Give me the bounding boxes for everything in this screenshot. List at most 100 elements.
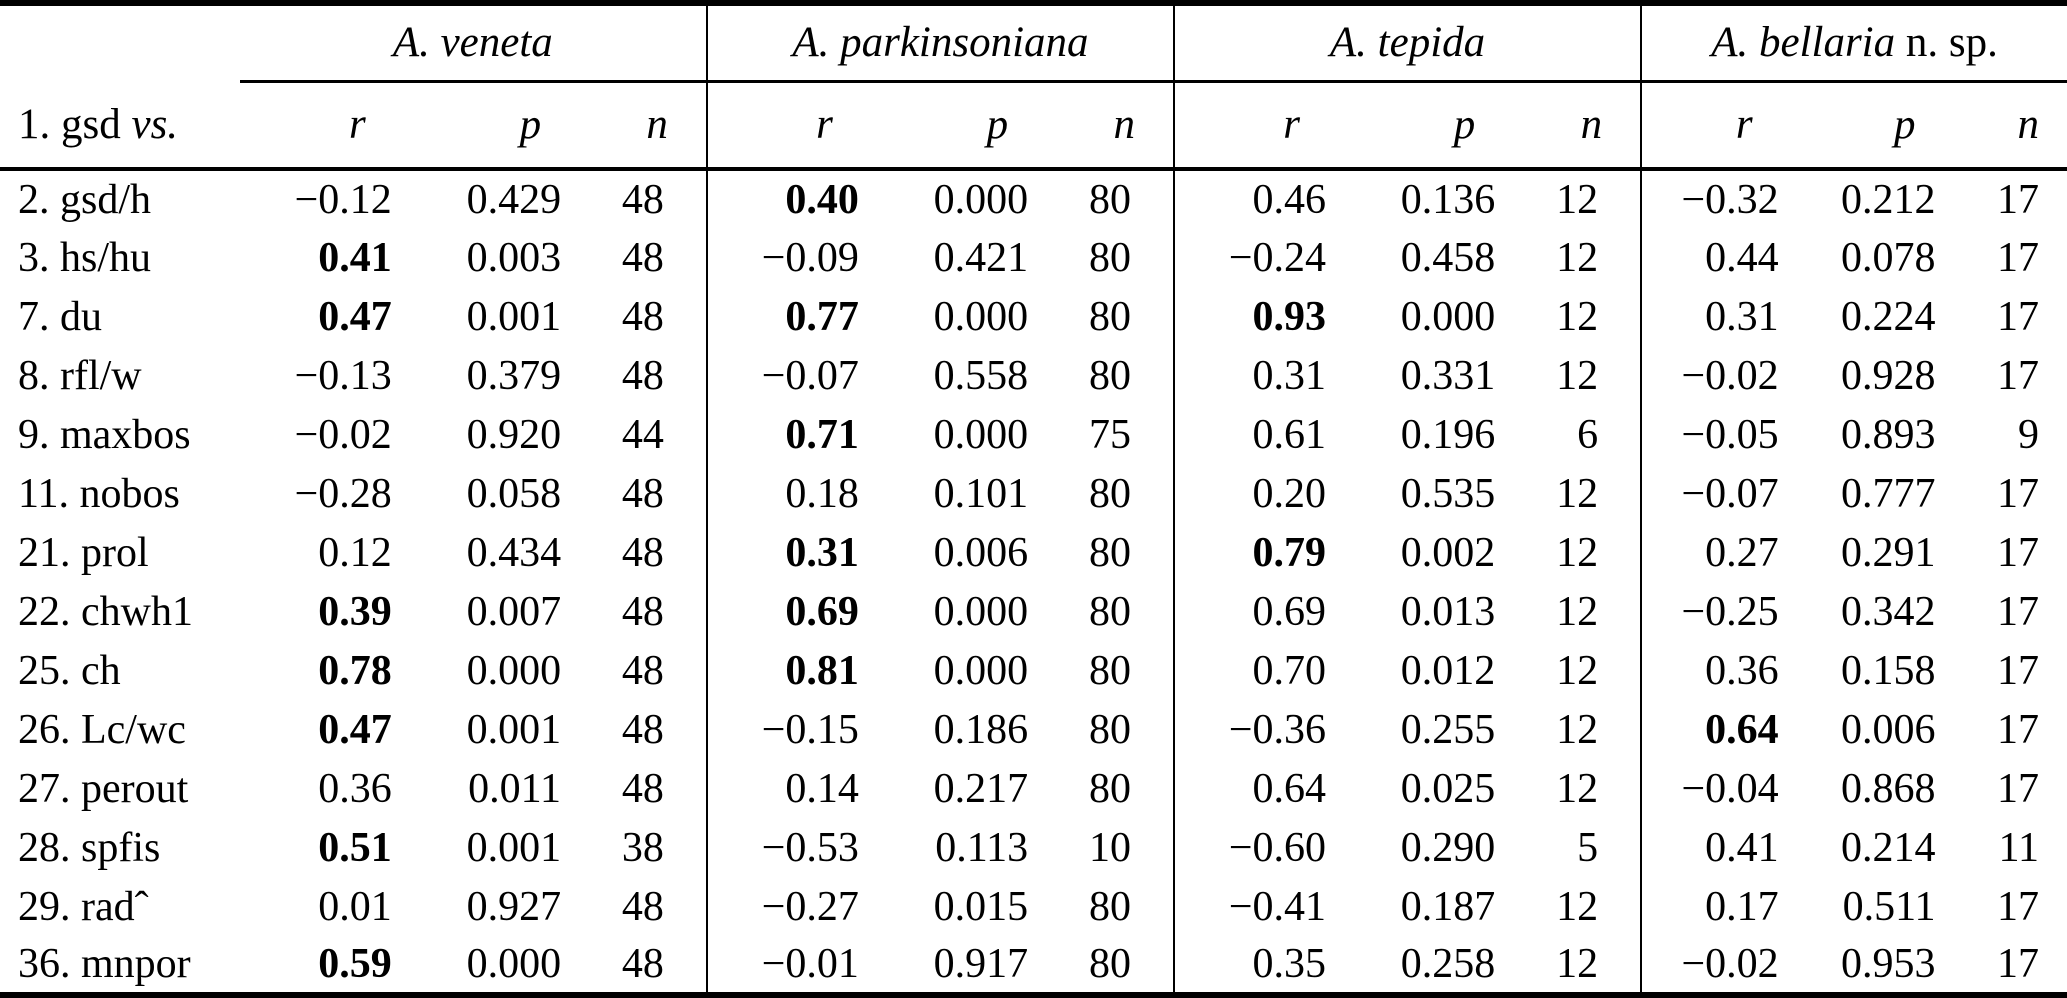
table-row: 7. du 0.47 0.001 48 0.77 0.000 80 0.93 0.000 12 0.… — [0, 287, 2067, 346]
subheader-n-a-tepida: n — [1523, 81, 1642, 171]
cell-p: 0.224 — [1841, 293, 1936, 340]
cell-p: 0.920 — [466, 411, 562, 458]
subheader-p-a-veneta: p — [425, 81, 590, 171]
cell-p: 0.000 — [933, 588, 1029, 635]
cell-n: 80 — [1088, 588, 1131, 635]
cell-r: 0.47 — [318, 293, 392, 340]
cell-p: 0.212 — [1841, 176, 1936, 223]
cell-r: 0.12 — [318, 529, 392, 576]
cell-n: 80 — [1088, 883, 1131, 930]
species-name: A. parkinsoniana — [792, 19, 1089, 67]
cell-n: 48 — [621, 941, 664, 987]
cell-r: 0.31 — [705, 523, 893, 582]
cell-r: −0.02 — [1640, 936, 1813, 995]
row-label: 36. mnpor — [18, 941, 191, 987]
subheader-n-a-bellaria: n — [1963, 81, 2067, 171]
cell-p: 0.101 — [933, 470, 1029, 517]
cell-n: 12 — [1556, 765, 1599, 812]
cell-r: 0.71 — [705, 405, 893, 464]
cell-r: 0.46 — [1172, 169, 1360, 228]
species-name: A. tepida — [1329, 19, 1486, 67]
corner-label-main: 1. gsd — [18, 100, 132, 148]
cell-p: 0.893 — [1841, 411, 1936, 458]
cell-n: 17 — [1997, 588, 2039, 635]
species-header-a-parkinsoniana: A. parkinsoniana — [705, 3, 1174, 83]
cell-p: 0.511 — [1842, 883, 1936, 930]
table-row: 25. ch 0.78 0.000 48 0.81 0.000 80 0.70 0.012 12 0… — [0, 641, 2067, 700]
cell-r: 0.77 — [705, 287, 893, 346]
cell-p: 0.003 — [466, 234, 562, 281]
cell-p: 0.342 — [1841, 588, 1936, 635]
cell-p: 0.434 — [466, 529, 562, 576]
cell-r: 0.61 — [1172, 405, 1360, 464]
cell-p: 0.379 — [466, 352, 562, 399]
cell-r: 0.78 — [318, 647, 392, 694]
cell-n: 17 — [1997, 941, 2039, 987]
cell-r: 0.41 — [1640, 818, 1813, 877]
cell-r: 0.64 — [1172, 759, 1360, 818]
cell-r: 0.59 — [318, 941, 392, 987]
cell-p: 0.535 — [1400, 470, 1496, 517]
cell-n: 48 — [621, 706, 664, 753]
cell-n: 12 — [1556, 352, 1599, 399]
table-row: 26. Lc/wc 0.47 0.001 48 −0.15 0.186 80 −0.36 0.2… — [0, 700, 2067, 759]
cell-r: −0.02 — [294, 411, 392, 458]
table-row: 3. hs/hu 0.41 0.003 48 −0.09 0.421 80 −0.24 0.45… — [0, 228, 2067, 287]
cell-n: 12 — [1556, 706, 1599, 753]
table-body: 2. gsd/h −0.12 0.429 48 0.40 0.000 80 0.46 0.136… — [0, 169, 2067, 995]
cell-n: 75 — [1088, 411, 1131, 458]
cell-p: 0.013 — [1400, 588, 1496, 635]
table-row: 27. perout 0.36 0.011 48 0.14 0.217 80 0.64 0.02… — [0, 759, 2067, 818]
cell-n: 80 — [1088, 941, 1131, 987]
cell-p: 0.917 — [933, 941, 1029, 987]
cell-r: 0.70 — [1172, 641, 1360, 700]
cell-p: 0.429 — [466, 176, 562, 223]
cell-n: 80 — [1088, 765, 1131, 812]
row-label: 29. radˆ — [18, 883, 149, 930]
cell-r: 0.31 — [1172, 346, 1360, 405]
cell-r: −0.53 — [705, 818, 893, 877]
table-row: 28. spfis 0.51 0.001 38 −0.53 0.113 10 −0.60 0.2… — [0, 818, 2067, 877]
table-row: 21. prol 0.12 0.434 48 0.31 0.006 80 0.79 0.002 1… — [0, 523, 2067, 582]
cell-n: 80 — [1088, 529, 1131, 576]
cell-n: 12 — [1556, 883, 1599, 930]
cell-p: 0.214 — [1841, 824, 1936, 871]
cell-n: 80 — [1088, 176, 1131, 223]
cell-n: 17 — [1997, 176, 2039, 223]
table-row: 11. nobos −0.28 0.058 48 0.18 0.101 80 0.20 0.53… — [0, 464, 2067, 523]
cell-n: 17 — [1997, 234, 2039, 281]
cell-n: 80 — [1088, 293, 1131, 340]
cell-n: 5 — [1577, 824, 1599, 871]
cell-r: 0.36 — [1640, 641, 1813, 700]
cell-r: 0.31 — [1640, 287, 1813, 346]
cell-p: 0.000 — [933, 411, 1029, 458]
cell-p: 0.000 — [933, 176, 1029, 223]
cell-r: 0.79 — [1172, 523, 1360, 582]
cell-p: 0.196 — [1400, 411, 1496, 458]
cell-p: 0.186 — [933, 706, 1029, 753]
cell-n: 17 — [1997, 765, 2039, 812]
cell-p: 0.007 — [466, 588, 562, 635]
row-label: 7. du — [18, 293, 102, 340]
species-name-suffix: n. sp. — [1895, 19, 1998, 67]
cell-r: 0.18 — [705, 464, 893, 523]
subheader-r-a-veneta: r — [239, 81, 426, 171]
cell-r: 0.36 — [318, 765, 392, 812]
row-label: 27. perout — [18, 765, 189, 812]
corner-label-vs: vs. — [131, 100, 179, 148]
cell-r: −0.25 — [1640, 582, 1813, 641]
cell-n: 12 — [1556, 941, 1599, 987]
subheader-r-a-parkinsoniana: r — [705, 81, 893, 171]
cell-p: 0.058 — [466, 470, 562, 517]
row-label: 8. rfl/w — [18, 352, 142, 399]
cell-r: −0.24 — [1172, 228, 1360, 287]
cell-n: 48 — [621, 883, 664, 930]
subheader-p-a-tepida: p — [1360, 81, 1524, 171]
cell-n: 12 — [1556, 588, 1599, 635]
cell-r: 0.69 — [705, 582, 893, 641]
cell-r: −0.02 — [1640, 346, 1813, 405]
cell-p: 0.136 — [1400, 176, 1496, 223]
cell-n: 17 — [1997, 883, 2039, 930]
